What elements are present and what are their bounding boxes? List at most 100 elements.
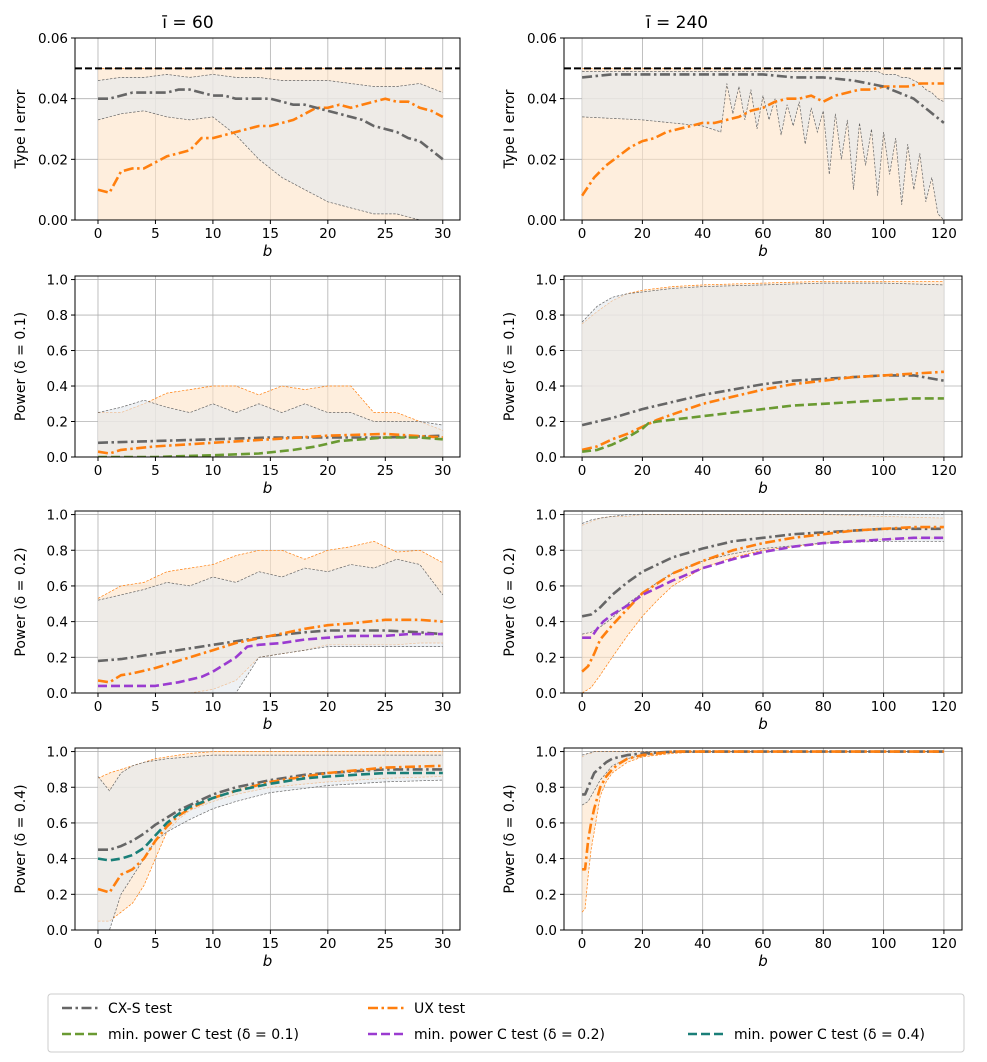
x-tick-label: 20 [319,936,336,952]
panel-3-0: 0 5 10 15 20 25 30 0.0 0.2 0.4 0.6 0.8 1.0 b Power (δ … [13,745,461,970]
x-axis-label: b [758,715,768,733]
confidence-band [98,400,443,457]
x-tick-label: 20 [634,699,651,715]
y-axis-label: Type I error [13,89,29,169]
y-tick-label: 0.0 [47,686,68,702]
x-tick-label: 10 [204,699,221,715]
x-tick-label: 20 [319,463,336,479]
legend-item: min. power C test (δ = 0.4) [688,1027,925,1043]
y-tick-label: 0.2 [47,415,68,431]
band-upper-edge [97,74,443,93]
series-line [98,436,443,457]
series-line [582,750,944,796]
band-lower-edge [97,110,443,220]
y-tick-label: 0.8 [47,780,68,796]
series-line [98,632,443,688]
legend-frame [47,993,965,1053]
confidence-band [98,74,443,220]
legend-label: min. power C test (δ = 0.1) [108,1027,299,1043]
x-tick-label: 10 [204,226,221,242]
y-tick-label: 0.8 [536,308,557,324]
series-line [581,370,944,452]
x-tick-label: 15 [262,226,279,242]
y-tick-label: 0.06 [38,31,68,47]
y-axis-label: Power (δ = 0.2) [502,547,518,656]
y-tick-label: 0.0 [536,923,557,939]
x-axis-label: b [263,242,273,260]
y-tick-label: 0.06 [527,31,557,47]
y-tick-label: 0.8 [47,308,68,324]
x-tick-label: 0 [94,936,103,952]
x-axis-label: b [758,479,768,497]
band-upper-edge [98,385,443,431]
y-tick-label: 1.0 [47,745,68,761]
y-tick-label: 0.0 [536,686,557,702]
y-tick-label: 1.0 [47,273,68,289]
x-axis-label: b [758,242,768,260]
x-axis-label: b [758,952,768,970]
legend-label: CX-S test [108,1001,172,1017]
x-tick-label: 0 [578,226,587,242]
y-tick-label: 0.2 [536,650,557,666]
series-line [582,750,944,871]
series-line [97,432,443,455]
x-tick-label: 100 [871,463,897,479]
y-axis-label: Type I error [502,89,518,169]
x-tick-label: 20 [634,463,651,479]
y-axis-label: Power (δ = 0.1) [502,312,518,421]
series-line [581,397,944,453]
x-tick-label: 0 [94,463,103,479]
x-tick-label: 20 [319,226,336,242]
x-tick-label: 80 [815,463,832,479]
x-tick-label: 30 [434,463,451,479]
band-upper-edge [582,751,944,756]
y-tick-label: 0.00 [38,213,68,229]
y-axis-label: Power (δ = 0.4) [502,784,518,893]
panel-2-1: 0 20 40 60 80 100 120 0.0 0.2 0.4 0.6 0.8 1.0 b Power … [502,508,963,733]
x-tick-label: 120 [931,463,957,479]
x-axis-label: b [263,952,273,970]
legend-item: min. power C test (δ = 0.1) [62,1027,299,1043]
band-upper-edge [97,751,443,779]
legend-item: UX test [368,1001,466,1017]
x-tick-label: 40 [694,226,711,242]
confidence-band [582,514,944,635]
x-tick-label: 25 [377,226,394,242]
series-line [582,536,944,639]
y-tick-label: 0.2 [536,415,557,431]
y-tick-label: 0.6 [47,816,68,832]
legend-label: min. power C test (δ = 0.4) [734,1027,925,1043]
y-tick-label: 0.6 [536,344,557,360]
y-tick-label: 0.0 [47,450,68,466]
x-tick-label: 40 [694,463,711,479]
y-tick-label: 0.02 [527,152,557,168]
confidence-band [98,755,443,930]
x-tick-label: 20 [634,936,651,952]
y-tick-label: 1.0 [536,508,557,524]
y-tick-label: 0.4 [536,615,557,631]
x-tick-label: 60 [754,936,771,952]
y-tick-label: 0.8 [536,543,557,559]
series-line [97,764,443,894]
axes-frame [74,510,461,694]
y-tick-label: 0.0 [47,923,68,939]
x-tick-label: 10 [204,463,221,479]
y-tick-label: 0.4 [47,852,68,868]
panel-0-1: 0 20 40 60 80 100 120 0.00 0.02 0.04 0.06 b Type I e… [502,31,963,260]
confidence-band [582,71,944,220]
legend-label: min. power C test (δ = 0.2) [414,1027,605,1043]
y-tick-label: 0.2 [536,887,557,903]
y-tick-label: 1.0 [536,745,557,761]
x-tick-label: 100 [871,936,897,952]
band-lower-edge [98,646,443,693]
band-upper-edge [97,540,443,599]
legend-item: min. power C test (δ = 0.2) [368,1027,605,1043]
panel-3-1: 0 20 40 60 80 100 120 0.0 0.2 0.4 0.6 0.8 1.0 b Power … [502,745,963,970]
series-line [581,82,944,197]
x-tick-label: 30 [434,699,451,715]
x-tick-label: 80 [815,226,832,242]
confidence-band [582,751,944,913]
band-upper-edge [97,399,443,426]
